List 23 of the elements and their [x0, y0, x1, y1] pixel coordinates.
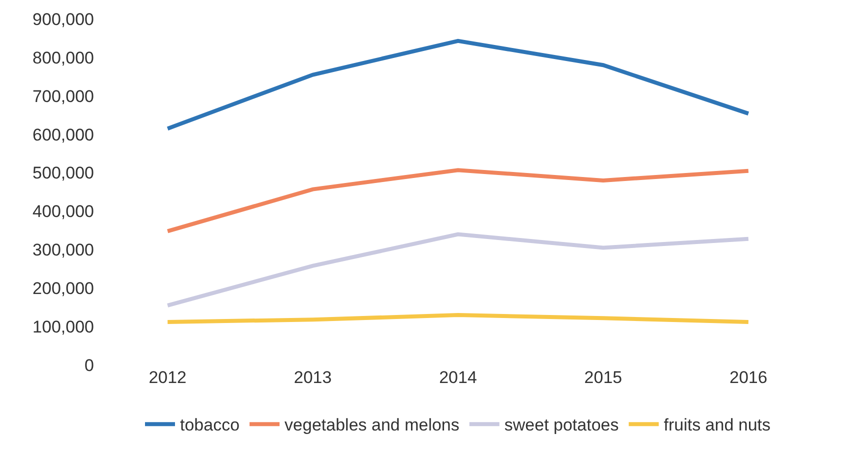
x-tick-label: 2016 — [729, 368, 768, 387]
y-tick-label: 300,000 — [32, 240, 94, 260]
y-tick-label: 900,000 — [32, 10, 94, 29]
y-tick-label: 500,000 — [32, 164, 94, 183]
legend-label: sweet potatoes — [504, 416, 619, 435]
y-tick-label: 100,000 — [32, 318, 94, 337]
line-series — [166, 232, 750, 308]
legend-label: vegetables and melons — [284, 416, 460, 435]
x-tick-label: 2014 — [439, 368, 477, 387]
x-tick-label: 2015 — [584, 368, 622, 387]
x-tick-label: 2012 — [148, 368, 187, 387]
y-tick-label: 0 — [84, 356, 94, 375]
y-tick-label: 400,000 — [32, 202, 94, 222]
line-series — [166, 168, 750, 234]
y-tick-label: 800,000 — [32, 48, 94, 68]
y-tick-label: 600,000 — [32, 125, 94, 144]
legend-label: tobacco — [180, 416, 240, 435]
line-series — [166, 313, 750, 324]
x-tick-label: 2013 — [294, 368, 332, 387]
line-series — [166, 38, 750, 131]
y-tick-label: 200,000 — [32, 279, 94, 298]
legend-label: fruits and nuts — [664, 416, 771, 435]
y-tick-label: 700,000 — [32, 86, 94, 106]
